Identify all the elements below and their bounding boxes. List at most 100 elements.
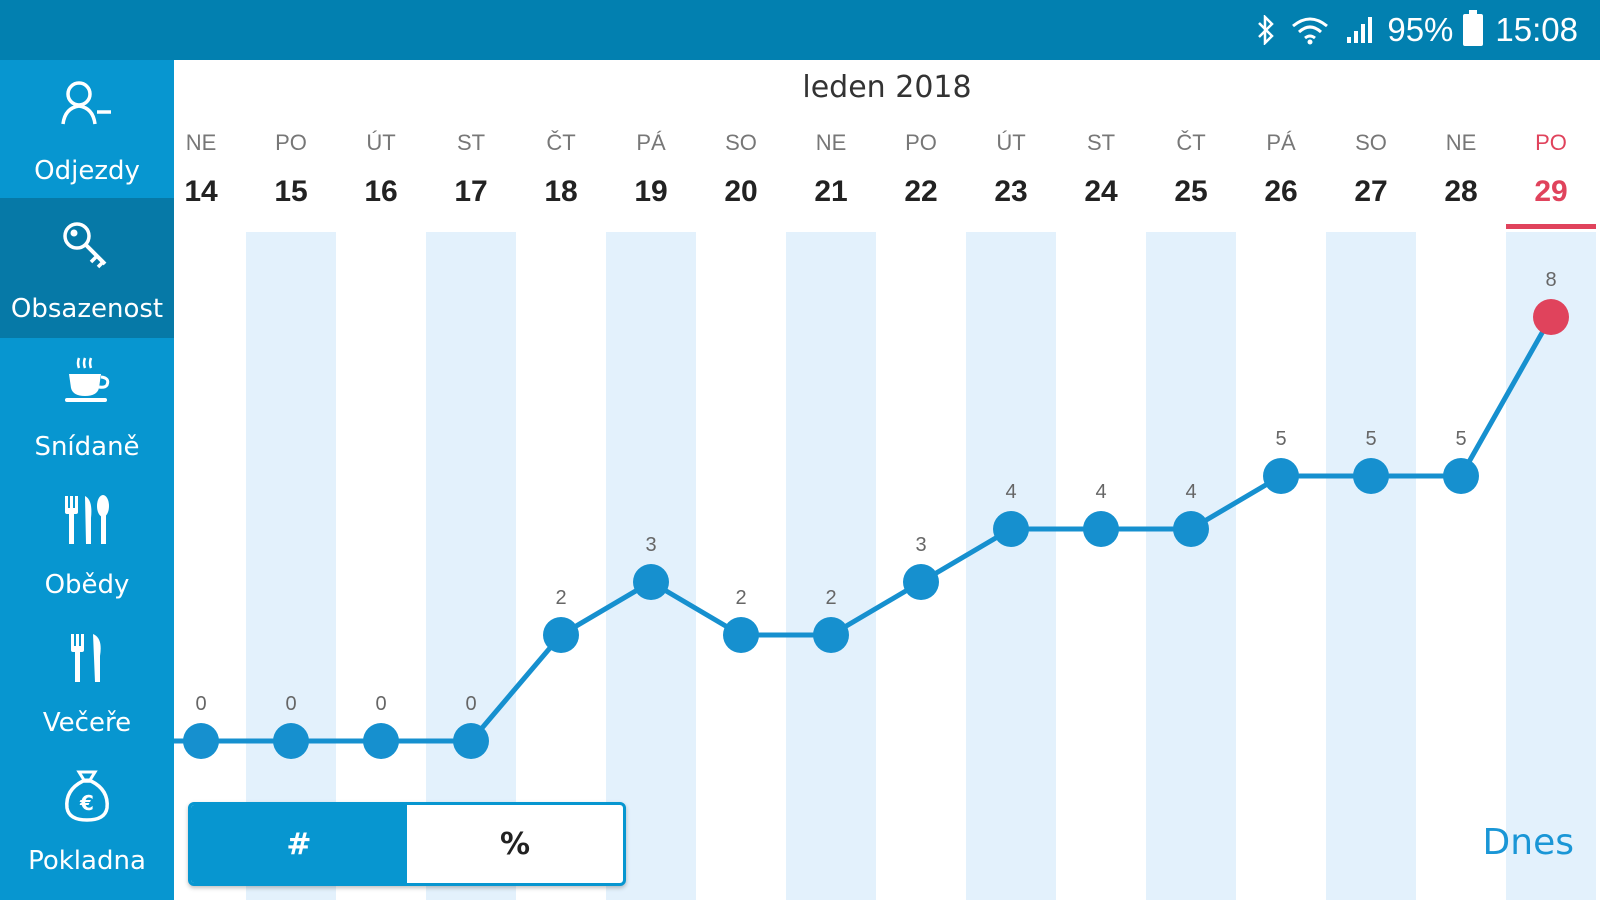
- sidebar-item-label: Obsazenost: [10, 294, 164, 324]
- data-point: [633, 564, 669, 600]
- coffee-cup-icon: [65, 357, 110, 402]
- day-number-label: 23: [994, 175, 1027, 208]
- day-of-week-label: PO: [1535, 130, 1567, 155]
- day-of-week-label: PO: [275, 130, 307, 155]
- day-column-stripe: [1506, 232, 1596, 900]
- data-label: 4: [1185, 481, 1196, 503]
- day-of-week-label: NE: [186, 130, 217, 155]
- data-label: 5: [1365, 428, 1376, 450]
- data-label: 3: [645, 534, 656, 556]
- day-number-label: 21: [814, 175, 847, 208]
- sidebar-item-label: Odjezdy: [34, 156, 140, 186]
- day-number-label: 18: [544, 175, 577, 208]
- data-label: 8: [1545, 269, 1556, 291]
- clock: 15:08: [1495, 11, 1578, 48]
- money-bag-euro-icon: €: [65, 770, 109, 822]
- day-of-week-label: ČT: [1176, 130, 1205, 155]
- day-column-stripe: [786, 232, 876, 900]
- data-label: 5: [1275, 428, 1286, 450]
- sidebar-item-label: Pokladna: [28, 846, 146, 876]
- bluetooth-icon: [1257, 15, 1275, 45]
- sidebar-item-odjezdy[interactable]: Odjezdy: [0, 60, 174, 200]
- sidebar: Odjezdy Obsazenost Snídaně: [0, 60, 174, 900]
- day-of-week-label: SO: [1355, 130, 1387, 155]
- day-number-label: 28: [1444, 175, 1477, 208]
- day-of-week-label: PO: [905, 130, 937, 155]
- day-of-week-label: ÚT: [996, 130, 1025, 155]
- day-number-label: 24: [1084, 175, 1118, 208]
- data-point: [1443, 458, 1479, 494]
- sidebar-item-label: Snídaně: [34, 432, 140, 462]
- battery-percent: 95%: [1387, 11, 1454, 48]
- occupancy-panel: leden 2018: [174, 60, 1600, 900]
- sidebar-item-label: Obědy: [44, 570, 130, 600]
- day-number-label: 25: [1174, 175, 1207, 208]
- day-column-stripe: [246, 232, 336, 900]
- day-number-label: 26: [1264, 175, 1297, 208]
- sidebar-item-vecere[interactable]: Večeře: [0, 612, 174, 752]
- day-of-week-label: SO: [725, 130, 757, 155]
- sidebar-item-snidane[interactable]: Snídaně: [0, 336, 174, 476]
- svg-text:€: €: [79, 791, 94, 815]
- day-of-week-label: ÚT: [366, 130, 395, 155]
- day-of-week-label: PÁ: [636, 130, 666, 155]
- day-number-label: 19: [634, 175, 667, 208]
- status-bar: 95% 15:08: [0, 0, 1600, 60]
- data-point: [1083, 511, 1119, 547]
- sidebar-item-label: Večeře: [42, 708, 132, 738]
- data-label: 5: [1455, 428, 1466, 450]
- day-column-stripe: [426, 232, 516, 900]
- sidebar-item-obsazenost[interactable]: Obsazenost: [0, 198, 174, 338]
- battery-icon: [1463, 10, 1484, 46]
- data-label: 3: [915, 534, 926, 556]
- day-column-stripe: [1146, 232, 1236, 900]
- key-icon: [63, 222, 107, 269]
- day-number-label: 29: [1534, 175, 1567, 208]
- data-point: [903, 564, 939, 600]
- day-number-label: 27: [1354, 175, 1387, 208]
- day-column-stripe: [1326, 232, 1416, 900]
- signal-icon: [1345, 15, 1375, 45]
- data-point: [1533, 299, 1569, 335]
- data-label: 4: [1095, 481, 1106, 503]
- data-label: 2: [555, 587, 566, 609]
- day-of-week-label: ČT: [546, 130, 575, 155]
- data-point: [453, 723, 489, 759]
- day-of-week-label: PÁ: [1266, 130, 1296, 155]
- data-label: 0: [195, 693, 206, 715]
- data-label: 0: [465, 693, 476, 715]
- person-depart-icon: [61, 81, 111, 125]
- count-mode-button[interactable]: #: [191, 805, 407, 883]
- data-label: 2: [825, 587, 836, 609]
- data-point: [363, 723, 399, 759]
- day-number-label: 20: [724, 175, 757, 208]
- data-label: 0: [375, 693, 386, 715]
- sidebar-item-pokladna[interactable]: € Pokladna: [0, 750, 174, 890]
- data-point: [993, 511, 1029, 547]
- day-number-label: 22: [904, 175, 937, 208]
- data-label: 2: [735, 587, 746, 609]
- month-label: leden 2018: [802, 70, 972, 105]
- data-point: [1353, 458, 1389, 494]
- data-point: [543, 617, 579, 653]
- data-point: [273, 723, 309, 759]
- today-button[interactable]: Dnes: [1482, 822, 1574, 863]
- display-mode-toggle: # %: [188, 802, 626, 886]
- day-number-label: 17: [454, 175, 487, 208]
- fork-knife-spoon-icon: [65, 495, 109, 544]
- day-number-label: 16: [364, 175, 397, 208]
- occupancy-chart: NE14PO15ÚT16ST17ČT18PÁ19SO20NE21PO22ÚT23…: [174, 130, 1596, 900]
- percent-mode-button[interactable]: %: [499, 826, 531, 862]
- data-point: [813, 617, 849, 653]
- data-point: [723, 617, 759, 653]
- day-of-week-label: ST: [457, 130, 485, 155]
- sidebar-item-obedy[interactable]: Obědy: [0, 474, 174, 614]
- day-number-label: 15: [274, 175, 307, 208]
- day-of-week-label: ST: [1087, 130, 1115, 155]
- day-column-stripe: [966, 232, 1056, 900]
- data-label: 4: [1005, 481, 1016, 503]
- data-point: [183, 723, 219, 759]
- day-number-label: 14: [184, 175, 218, 208]
- today-indicator: [1506, 224, 1596, 229]
- day-of-week-label: NE: [816, 130, 847, 155]
